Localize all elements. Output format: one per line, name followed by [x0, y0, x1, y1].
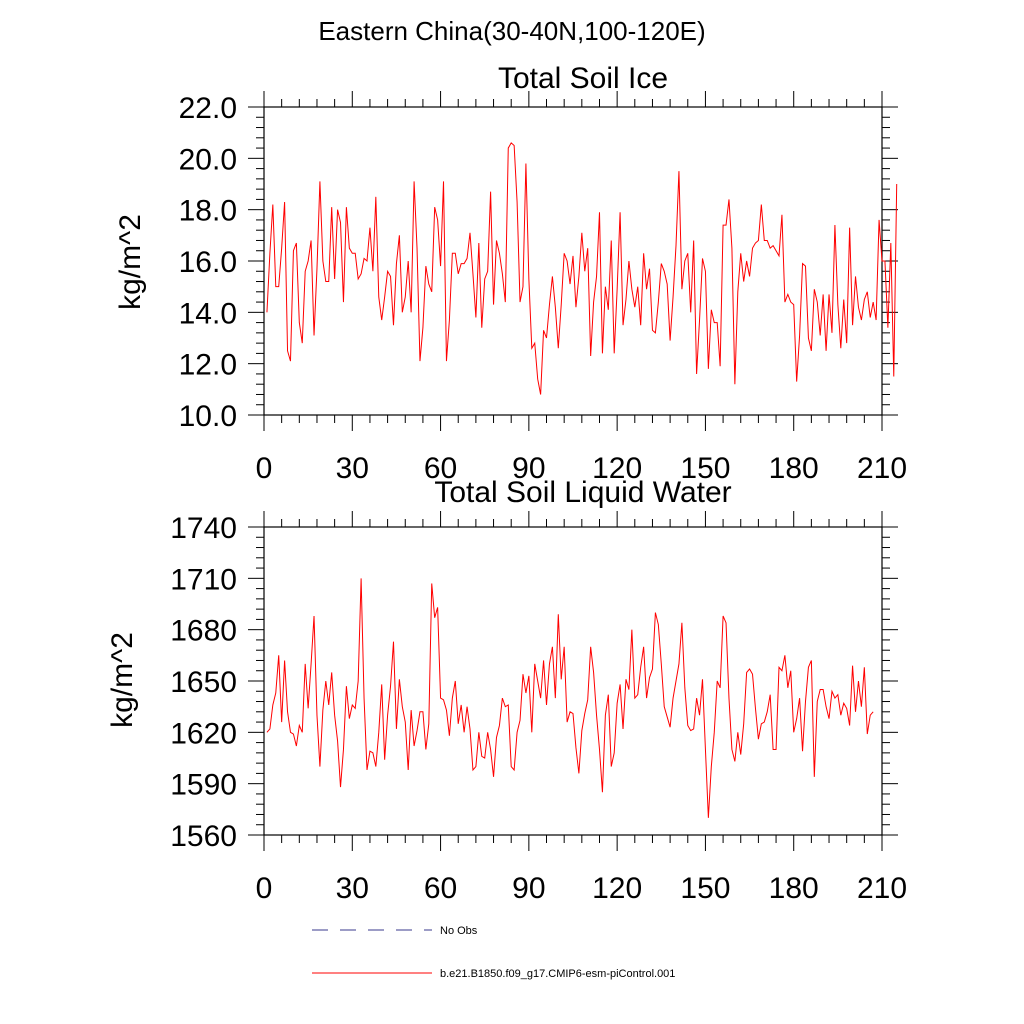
- y-tick-label: 1620: [170, 717, 237, 750]
- panel-title: Total Soil Liquid Water: [434, 476, 731, 509]
- legend: No Obs b.e21.B1850.f09_g17.CMIP6-esm-piCo…: [312, 925, 675, 980]
- y-axis-label: kg/m^2: [106, 632, 139, 728]
- x-tick-label: 30: [336, 872, 369, 905]
- series-line: [266, 578, 874, 818]
- x-tick-label: 60: [424, 452, 457, 485]
- x-tick-label: 180: [769, 452, 819, 485]
- series-line: [266, 142, 898, 395]
- y-tick-label: 1680: [170, 615, 237, 648]
- y-tick-label: 14.0: [179, 297, 237, 330]
- x-tick-label: 150: [680, 452, 730, 485]
- x-tick-label: 30: [336, 452, 369, 485]
- x-tick-label: 150: [680, 872, 730, 905]
- panel-total-soil-liquid-water: Total Soil Liquid Water kg/m^2 0 30 60 90 120 1…: [106, 476, 907, 905]
- x-tick-label: 210: [857, 872, 907, 905]
- x-tick-label: 0: [256, 452, 273, 485]
- y-tick-label: 1740: [170, 512, 237, 545]
- y-tick-label: 18.0: [179, 195, 237, 228]
- y-tick-label: 22.0: [179, 92, 237, 125]
- x-tick-label: 0: [256, 872, 273, 905]
- x-tick-label: 210: [857, 452, 907, 485]
- x-tick-label: 180: [769, 872, 819, 905]
- y-tick-label: 20.0: [179, 143, 237, 176]
- y-tick-label: 10.0: [179, 400, 237, 433]
- x-tick-label: 120: [592, 872, 642, 905]
- y-tick-label: 16.0: [179, 246, 237, 279]
- y-tick-label: 12.0: [179, 349, 237, 382]
- x-tick-label: 90: [512, 452, 545, 485]
- x-tick-label: 90: [512, 872, 545, 905]
- legend-label: b.e21.B1850.f09_g17.CMIP6-esm-piControl.…: [440, 968, 675, 980]
- y-tick-label: 1560: [170, 820, 237, 853]
- x-tick-label: 120: [592, 452, 642, 485]
- y-tick-label: 1710: [170, 563, 237, 596]
- legend-label: No Obs: [440, 925, 478, 937]
- y-tick-label: 1590: [170, 769, 237, 802]
- figure-main-title: Eastern China(30-40N,100-120E): [318, 16, 706, 46]
- y-tick-label: 1650: [170, 666, 237, 699]
- y-axis-label: kg/m^2: [114, 214, 147, 310]
- panel-total-soil-ice: Total Soil Ice kg/m^2 0 30 60 90 120 150 180 210 1…: [114, 62, 907, 485]
- panel-title: Total Soil Ice: [498, 62, 668, 95]
- x-tick-label: 60: [424, 872, 457, 905]
